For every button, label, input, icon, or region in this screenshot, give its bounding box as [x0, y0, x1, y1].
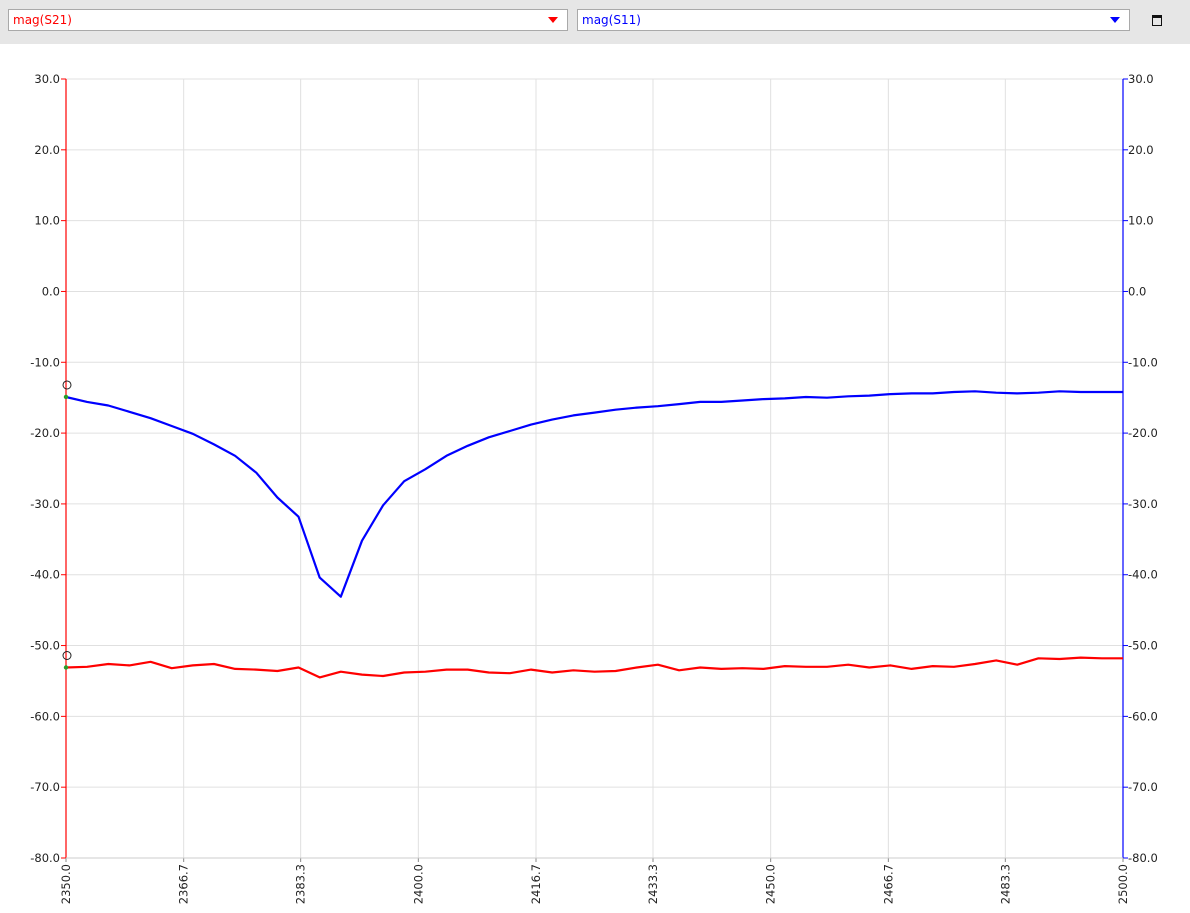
series-line-mags21: [65, 656, 1123, 679]
trace-markers: [62, 380, 72, 670]
y-tick-label-right: -30.0: [1128, 497, 1158, 511]
y-tick-label-left: 10.0: [34, 214, 60, 228]
y-tick-label-left: 0.0: [42, 284, 60, 298]
y-tick-label-right: -40.0: [1128, 568, 1158, 582]
y-tick-label-left: 30.0: [34, 72, 60, 86]
y-tick-label-right: 0.0: [1128, 284, 1146, 298]
y-tick-label-left: -50.0: [30, 639, 60, 653]
marker-dot: [63, 665, 69, 670]
y-tick-label-left: -40.0: [30, 568, 60, 582]
x-tick-label: 2383.3: [294, 864, 308, 904]
marker-ring: [62, 650, 72, 660]
right-trace-label: mag(S11): [582, 13, 641, 27]
y-tick-label-right: -60.0: [1128, 709, 1158, 723]
y-tick-label-right: -20.0: [1128, 426, 1158, 440]
maximize-button[interactable]: [1150, 13, 1164, 27]
x-tick-label: 2483.3: [998, 864, 1012, 904]
y-tick-label-right: -70.0: [1128, 780, 1158, 794]
y-tick-label-right: 20.0: [1128, 143, 1154, 157]
grid: [65, 78, 1124, 859]
x-tick-label: 2350.0: [59, 864, 73, 904]
marker-ring: [62, 380, 72, 390]
series-line-mags11: [65, 390, 1123, 598]
y-tick-label-right: -10.0: [1128, 355, 1158, 369]
y-tick-label-right: 10.0: [1128, 214, 1154, 228]
x-tick-label: 2466.7: [881, 864, 895, 904]
tick-labels: 30.0 20.0 10.0 0.0 -10.0 -20.0 -30.0 -40.0 -50.0…: [30, 72, 1158, 904]
axes: [61, 78, 1128, 862]
y-tick-label-left: -60.0: [30, 709, 60, 723]
series-lines: [65, 390, 1123, 679]
chevron-down-icon: [1110, 17, 1120, 23]
y-tick-label-left: 20.0: [34, 143, 60, 157]
x-tick-label: 2400.0: [411, 864, 425, 904]
marker-dot: [63, 394, 69, 400]
left-trace-dropdown[interactable]: mag(S21): [8, 9, 568, 31]
y-tick-label-left: -80.0: [30, 851, 60, 865]
x-tick-label: 2450.0: [764, 864, 778, 904]
left-trace-label: mag(S21): [13, 13, 72, 27]
x-tick-label: 2500.0: [1116, 864, 1130, 904]
y-tick-label-right: -50.0: [1128, 639, 1158, 653]
x-tick-label: 2366.7: [177, 864, 191, 904]
window-maximize-icon: [1152, 15, 1162, 26]
y-tick-label-right: -80.0: [1128, 851, 1158, 865]
right-trace-dropdown[interactable]: mag(S11): [577, 9, 1130, 31]
y-tick-label-right: 30.0: [1128, 72, 1154, 86]
chevron-down-icon: [548, 17, 558, 23]
x-tick-label: 2416.7: [529, 864, 543, 904]
x-tick-label: 2433.3: [646, 864, 660, 904]
trace-toolbar: mag(S21) mag(S11): [0, 0, 1190, 44]
y-tick-label-left: -70.0: [30, 780, 60, 794]
y-tick-label-left: -30.0: [30, 497, 60, 511]
y-tick-label-left: -10.0: [30, 355, 60, 369]
y-tick-label-left: -20.0: [30, 426, 60, 440]
